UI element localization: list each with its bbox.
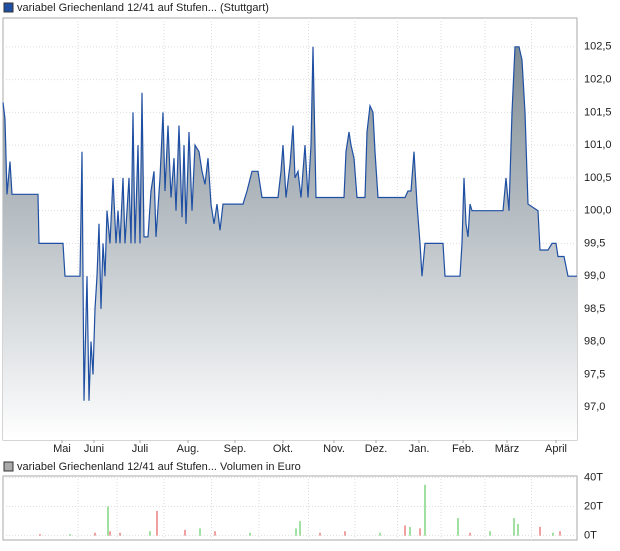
y-tick-label: 97,5	[584, 368, 605, 380]
area	[3, 46, 577, 441]
y-tick-label: 20T	[584, 500, 603, 512]
legend: variabel Griechenland 12/41 auf Stufen..…	[17, 461, 301, 473]
y-tick-label: 100,0	[584, 205, 612, 217]
x-tick-label: Nov.	[323, 443, 345, 455]
price-line	[2, 46, 577, 401]
x-tick-label: Okt.	[273, 443, 293, 455]
x-tick-label: Mai	[53, 443, 71, 455]
x-tick-label: Sep.	[224, 443, 247, 455]
x-tick-label: März	[495, 443, 519, 455]
legend-swatch	[3, 2, 14, 13]
y-tick-label: 102,5	[584, 41, 612, 53]
y-tick-label: 102,0	[584, 74, 612, 86]
y-tick-label: 100,5	[584, 172, 612, 184]
y-tick-label: 0T	[584, 530, 597, 542]
x-tick-label: Dez.	[365, 443, 388, 455]
y-tick-label: 99,0	[584, 270, 605, 282]
y-tick-label: 101,5	[584, 106, 612, 118]
x-tick-label: Juni	[84, 443, 104, 455]
x-tick-label: Jan.	[409, 443, 430, 455]
x-tick-label: April	[545, 443, 567, 455]
y-tick-label: 99,5	[584, 237, 605, 249]
y-tick-label: 101,0	[584, 139, 612, 151]
x-tick-label: Feb.	[452, 443, 474, 455]
legend-swatch	[3, 461, 14, 472]
volume-panel	[2, 475, 578, 541]
y-tick-label: 40T	[584, 471, 603, 483]
y-tick-label: 97,0	[584, 401, 605, 413]
x-tick-label: Juli	[132, 443, 149, 455]
legend: variabel Griechenland 12/41 auf Stufen..…	[17, 2, 269, 14]
x-tick-label: Aug.	[177, 443, 200, 455]
y-tick-label: 98,0	[584, 336, 605, 348]
y-tick-label: 98,5	[584, 303, 605, 315]
